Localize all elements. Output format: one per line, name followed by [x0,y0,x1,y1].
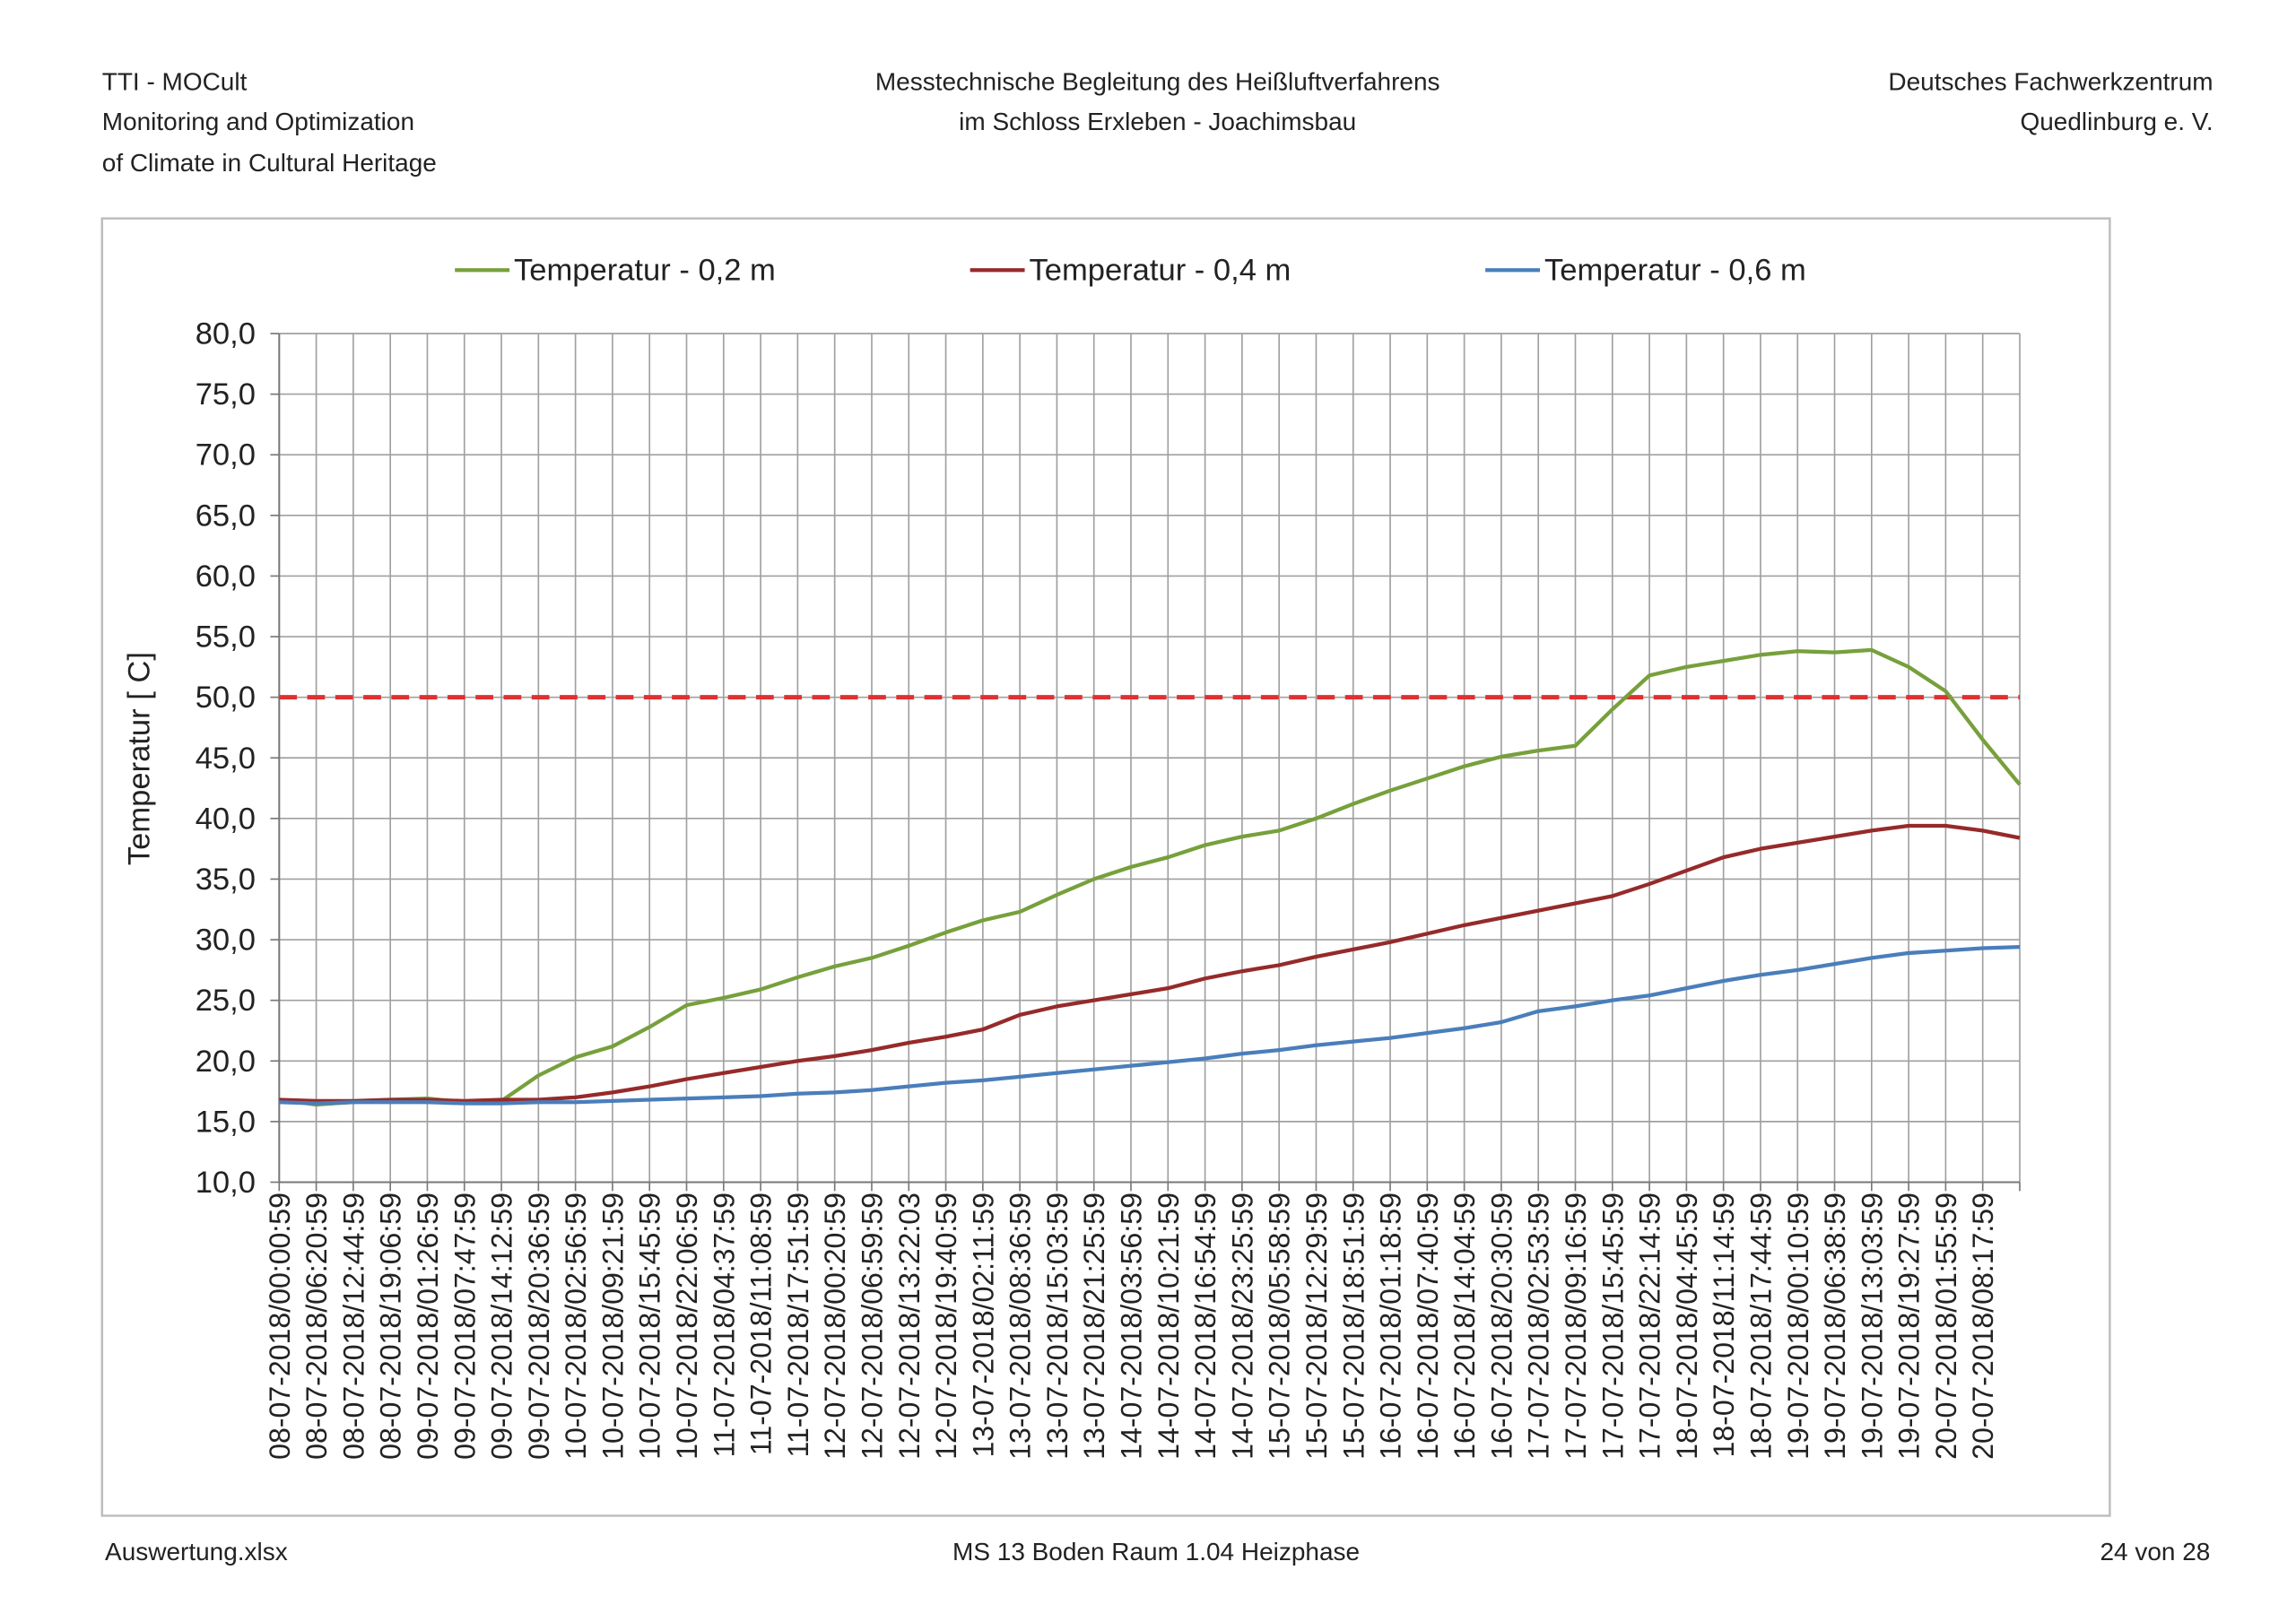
x-tick-label: 16-07-2018/14:04:59 [1448,1193,1481,1460]
y-tick-label: 10,0 [196,1166,256,1200]
header-left: of Climate in Cultural Heritage [102,149,437,177]
x-tick-label: 11-07-2018/11:08:59 [745,1193,778,1455]
x-tick-label: 09-07-2018/14:12:59 [486,1193,518,1460]
x-tick-label: 12-07-2018/00:20:59 [819,1193,851,1460]
x-tick-label: 09-07-2018/07:47:59 [448,1193,481,1460]
footer-left: Auswertung.xlsx [105,1538,288,1566]
x-tick-label: 08-07-2018/06:20:59 [300,1193,333,1460]
x-tick-label: 17-07-2018/09:16:59 [1560,1193,1592,1460]
x-tick-label: 19-07-2018/00:10:59 [1782,1193,1814,1460]
plot: 10,0 15,0 20,0 25,0 30,0 35,0 40,0 45,0 50,0 55,0… [196,254,2022,1460]
x-tick-label: 09-07-2018/20:36:59 [523,1193,555,1460]
series-line [279,823,2021,1104]
x-tick-label: 20-07-2018/08:17:59 [1967,1193,1999,1460]
x-tick-label: 10-07-2018/02:56:59 [560,1193,592,1460]
y-tick-label: 40,0 [196,802,256,836]
x-tick-label: 12-07-2018/19:40:59 [930,1193,962,1460]
y-tick-label: 15,0 [196,1105,256,1139]
x-tick-label: 11-07-2018/04:37:59 [708,1193,740,1458]
header-right: Quedlinburg e. V. [2021,108,2213,135]
x-tick-label: 20-07-2018/01:55:59 [1930,1193,1962,1460]
x-tick-label: 14-07-2018/16:54:59 [1189,1193,1222,1460]
x-tick-label: 09-07-2018/01:26:59 [412,1193,444,1460]
x-tick-label: 19-07-2018/13:03:59 [1856,1193,1888,1460]
legend-label: Temperatur - 0,6 m [1544,254,1806,288]
header-left: TTI - MOCult [102,67,248,95]
x-tick-label: 13-07-2018/08:36:59 [1004,1193,1037,1460]
header-center: Messtechnische Begleitung des Heißluftve… [875,67,1440,95]
series-line [279,647,2022,1107]
x-tick-label: 10-07-2018/09:21:59 [596,1193,629,1460]
x-tick-label: 15-07-2018/18:51:59 [1337,1193,1370,1460]
x-tick-label: 14-07-2018/10:21:59 [1152,1193,1185,1460]
y-tick-label: 45,0 [196,742,256,776]
x-tick-label: 16-07-2018/07:40:59 [1412,1193,1444,1460]
x-tick-label: 14-07-2018/23:25:59 [1226,1193,1258,1460]
footer-right: 24 von 28 [2100,1538,2210,1566]
series-line [279,945,2021,1106]
x-tick-label: 19-07-2018/06:38:59 [1819,1193,1851,1460]
x-tick-label: 14-07-2018/03:56:59 [1116,1193,1148,1460]
x-tick-label: 18-07-2018/17:44:59 [1744,1193,1777,1460]
footer-center: MS 13 Boden Raum 1.04 Heizphase [952,1538,1360,1566]
header-center: im Schloss Erxleben - Joachimsbau [959,108,1356,135]
x-tick-label: 08-07-2018/00:00:59 [264,1193,296,1460]
legend-label: Temperatur - 0,4 m [1029,254,1291,288]
chart-frame [100,217,2111,1517]
y-tick-label: 50,0 [196,681,256,715]
x-tick-label: 17-07-2018/15:45:59 [1596,1193,1629,1460]
x-tick-label: 13-07-2018/21:25:59 [1078,1193,1110,1460]
header-right: Deutsches Fachwerkzentrum [1888,67,2213,95]
x-tick-label: 19-07-2018/19:27:59 [1893,1193,1926,1460]
y-tick-label: 35,0 [196,863,256,897]
y-tick-label: 75,0 [196,377,256,412]
x-tick-label: 12-07-2018/13:22:03 [893,1193,926,1460]
y-tick-label: 30,0 [196,924,256,958]
x-tick-label: 16-07-2018/01:18:59 [1375,1193,1407,1460]
y-tick-label: 20,0 [196,1045,256,1079]
y-tick-label: 80,0 [196,317,256,351]
x-tick-label: 18-07-2018/04:45:59 [1671,1193,1703,1460]
x-tick-label: 08-07-2018/12:44:59 [337,1193,370,1460]
y-tick-label: 25,0 [196,984,256,1018]
x-tick-label: 13-07-2018/02:11:59 [967,1193,999,1458]
x-tick-label: 10-07-2018/22:06:59 [671,1193,703,1460]
x-tick-label: 18-07-2018/11:14:59 [1708,1193,1740,1458]
y-tick-label: 70,0 [196,438,256,473]
y-tick-label: 65,0 [196,499,256,533]
y-tick-label: 60,0 [196,559,256,594]
y-tick-label: 55,0 [196,620,256,655]
x-tick-label: 10-07-2018/15:45:59 [634,1193,666,1460]
x-tick-label: 15-07-2018/12:29:59 [1300,1193,1333,1460]
x-tick-label: 16-07-2018/20:30:59 [1485,1193,1518,1460]
legend-label: Temperatur - 0,2 m [514,254,776,288]
x-tick-label: 13-07-2018/15:03:59 [1041,1193,1074,1460]
x-tick-label: 17-07-2018/22:14:59 [1634,1193,1666,1460]
x-tick-label: 17-07-2018/02:53:59 [1523,1193,1555,1460]
y-axis-label: Temperatur [ C] [122,652,156,865]
x-tick-label: 11-07-2018/17:51:59 [782,1193,814,1458]
x-tick-label: 15-07-2018/05:58:59 [1264,1193,1296,1460]
x-tick-label: 12-07-2018/06:59:59 [856,1193,888,1460]
x-tick-label: 08-07-2018/19:06:59 [375,1193,407,1460]
header-left: Monitoring and Optimization [102,108,414,135]
